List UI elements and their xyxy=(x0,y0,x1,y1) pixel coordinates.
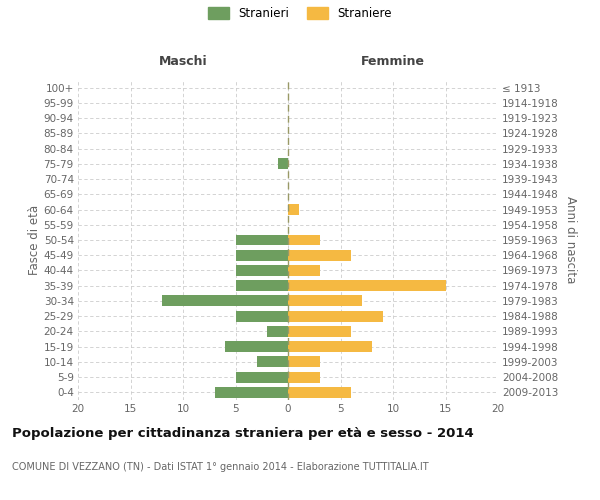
Bar xyxy=(235,310,288,322)
Bar xyxy=(235,250,288,260)
Bar xyxy=(288,326,351,337)
Text: Maschi: Maschi xyxy=(158,55,208,68)
Bar xyxy=(288,372,320,382)
Bar xyxy=(288,356,320,368)
Bar xyxy=(288,296,361,306)
Bar xyxy=(288,250,351,260)
Bar xyxy=(288,265,320,276)
Bar xyxy=(288,310,383,322)
Bar xyxy=(257,356,288,368)
Bar xyxy=(235,234,288,246)
Text: Femmine: Femmine xyxy=(361,55,425,68)
Y-axis label: Fasce di età: Fasce di età xyxy=(28,205,41,275)
Bar xyxy=(235,265,288,276)
Text: COMUNE DI VEZZANO (TN) - Dati ISTAT 1° gennaio 2014 - Elaborazione TUTTITALIA.IT: COMUNE DI VEZZANO (TN) - Dati ISTAT 1° g… xyxy=(12,462,428,472)
Bar xyxy=(288,341,372,352)
Bar xyxy=(235,280,288,291)
Bar xyxy=(288,280,445,291)
Legend: Stranieri, Straniere: Stranieri, Straniere xyxy=(203,2,397,25)
Bar xyxy=(288,204,299,215)
Bar xyxy=(235,372,288,382)
Bar xyxy=(288,234,320,246)
Bar xyxy=(215,387,288,398)
Text: Popolazione per cittadinanza straniera per età e sesso - 2014: Popolazione per cittadinanza straniera p… xyxy=(12,428,474,440)
Bar xyxy=(162,296,288,306)
Y-axis label: Anni di nascita: Anni di nascita xyxy=(565,196,577,284)
Bar xyxy=(225,341,288,352)
Bar xyxy=(277,158,288,170)
Bar xyxy=(267,326,288,337)
Bar xyxy=(288,387,351,398)
